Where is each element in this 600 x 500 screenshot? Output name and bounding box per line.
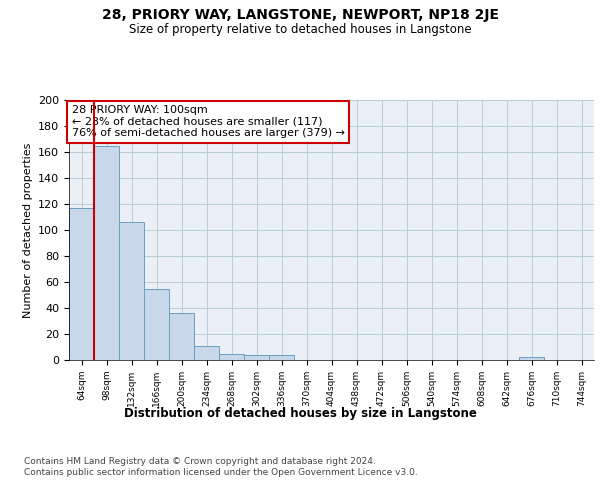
Text: Distribution of detached houses by size in Langstone: Distribution of detached houses by size … — [124, 408, 476, 420]
Bar — [519, 358, 544, 360]
Bar — [194, 346, 219, 360]
Bar — [219, 354, 244, 360]
Bar — [169, 313, 194, 360]
Text: Contains HM Land Registry data © Crown copyright and database right 2024.
Contai: Contains HM Land Registry data © Crown c… — [24, 458, 418, 477]
Text: 28, PRIORY WAY, LANGSTONE, NEWPORT, NP18 2JE: 28, PRIORY WAY, LANGSTONE, NEWPORT, NP18… — [101, 8, 499, 22]
Bar — [94, 146, 119, 360]
Bar — [244, 355, 269, 360]
Bar — [269, 355, 294, 360]
Text: Size of property relative to detached houses in Langstone: Size of property relative to detached ho… — [128, 22, 472, 36]
Bar — [144, 288, 169, 360]
Bar — [69, 208, 94, 360]
Y-axis label: Number of detached properties: Number of detached properties — [23, 142, 32, 318]
Text: 28 PRIORY WAY: 100sqm
← 23% of detached houses are smaller (117)
76% of semi-det: 28 PRIORY WAY: 100sqm ← 23% of detached … — [71, 105, 344, 138]
Bar — [119, 222, 144, 360]
